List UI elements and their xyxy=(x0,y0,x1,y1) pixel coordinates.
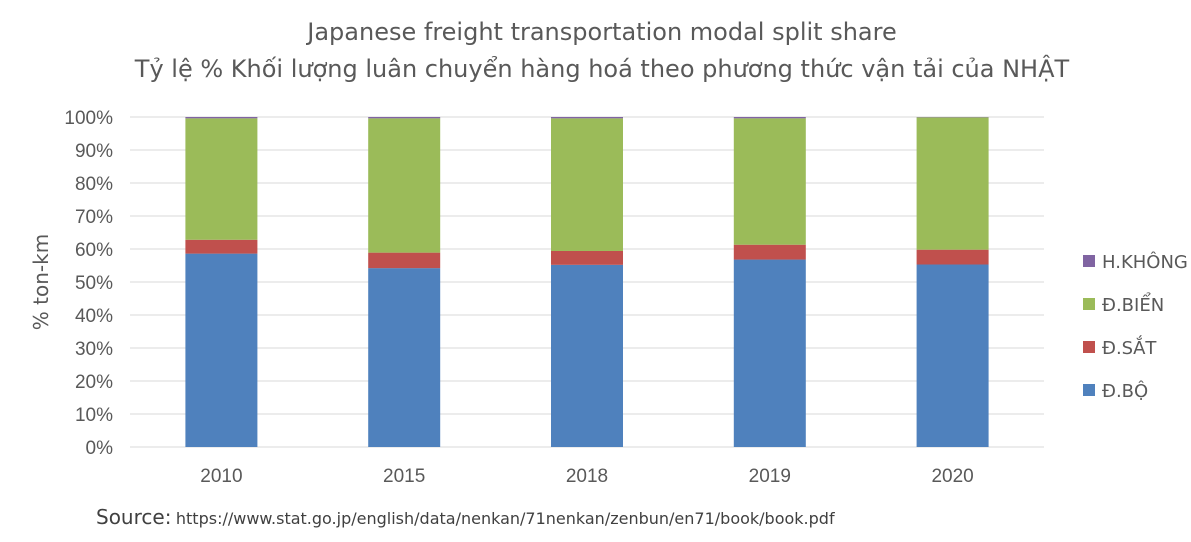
chart: Japanese freight transportation modal sp… xyxy=(29,18,1188,487)
bar-segment xyxy=(916,264,989,447)
y-tick-label: 60% xyxy=(75,240,113,261)
x-tick-label: 2010 xyxy=(200,466,242,487)
bar-segment xyxy=(733,118,806,245)
y-tick-label: 70% xyxy=(75,207,113,228)
legend-label: Đ.SẮT xyxy=(1102,335,1157,359)
bar-segment xyxy=(551,250,623,265)
y-tick-label: 40% xyxy=(75,306,113,327)
y-tick-labels: 0% 10% 20% 30% 40% 50% 60% 70% 80% 90% 100% xyxy=(64,108,113,459)
bar-segment xyxy=(368,117,441,119)
bar-segment xyxy=(733,117,806,119)
y-axis-title: % ton-km xyxy=(29,234,53,330)
bars xyxy=(185,117,989,447)
bar-segment xyxy=(185,253,258,447)
source-label: Source: xyxy=(96,505,172,529)
y-tick-label: 50% xyxy=(75,273,113,294)
legend-swatch xyxy=(1083,298,1095,310)
legend-label: Đ.BIỂN xyxy=(1102,292,1164,316)
x-tick-label: 2020 xyxy=(931,466,973,487)
x-tick-label: 2015 xyxy=(383,466,425,487)
x-tick-label: 2018 xyxy=(566,466,608,487)
y-tick-label: 30% xyxy=(75,339,113,360)
y-tick-label: 80% xyxy=(75,174,113,195)
y-tick-label: 100% xyxy=(64,108,113,129)
x-tick-label: 2019 xyxy=(749,466,791,487)
chart-subtitle: Tỷ lệ % Khối lượng luân chuyển hàng hoá … xyxy=(134,54,1070,83)
bar-segment xyxy=(916,117,989,250)
legend-label: H.KHÔNG xyxy=(1102,251,1188,273)
bar-segment xyxy=(368,118,441,253)
bar-segment xyxy=(733,244,806,260)
bar-segment xyxy=(185,239,258,254)
bar-segment xyxy=(551,117,623,119)
y-tick-label: 90% xyxy=(75,141,113,162)
bar-segment xyxy=(916,249,989,265)
legend-label: Đ.BỘ xyxy=(1102,380,1148,402)
bar-segment xyxy=(368,252,441,269)
y-tick-label: 0% xyxy=(86,438,114,459)
legend-swatch xyxy=(1083,384,1095,396)
bar-segment xyxy=(185,118,258,240)
y-tick-label: 10% xyxy=(75,405,113,426)
legend-swatch xyxy=(1083,255,1095,267)
y-tick-label: 20% xyxy=(75,372,113,393)
bar-segment xyxy=(368,268,441,447)
legend-swatch xyxy=(1083,341,1095,353)
source-url[interactable]: https://www.stat.go.jp/english/data/nenk… xyxy=(175,509,835,528)
bar-segment xyxy=(551,264,623,447)
chart-title: Japanese freight transportation modal sp… xyxy=(305,18,896,46)
bar-segment xyxy=(551,118,623,251)
bar-segment xyxy=(185,117,258,119)
source-note: Source: https://www.stat.go.jp/english/d… xyxy=(96,505,835,529)
bar-segment xyxy=(733,259,806,447)
x-tick-labels: 2010 2015 2018 2019 2020 xyxy=(200,466,973,487)
legend: H.KHÔNG Đ.BIỂN Đ.SẮT Đ.BỘ xyxy=(1083,251,1188,402)
